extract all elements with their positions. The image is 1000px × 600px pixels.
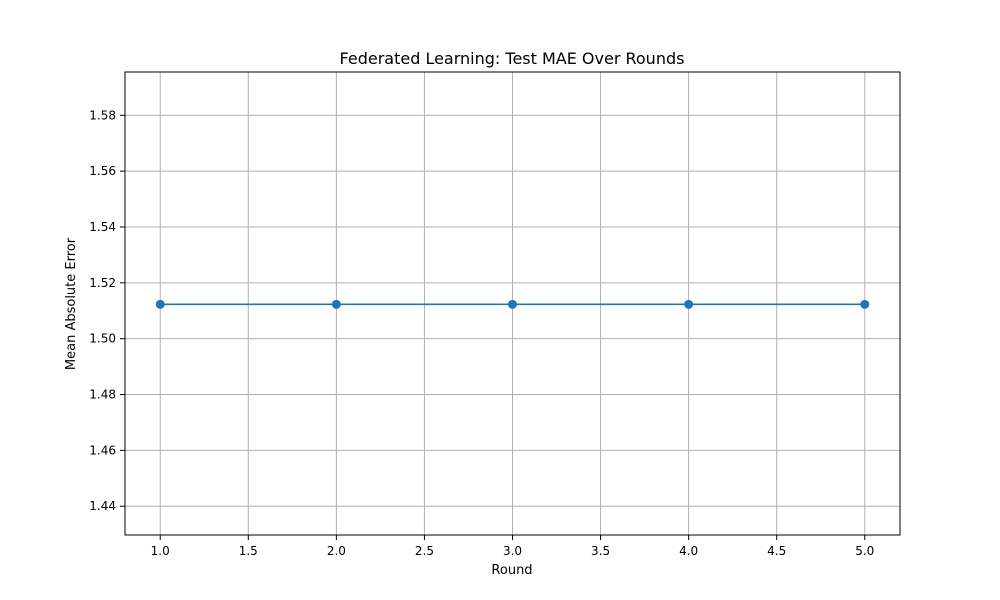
y-tick-label: 1.52 [89,276,116,290]
y-tick-label: 1.44 [89,499,116,513]
x-tick-label: 2.0 [327,544,346,558]
data-point-marker [155,299,165,309]
y-tick-label: 1.46 [89,443,116,457]
grid-lines [125,72,900,535]
y-tick-label: 1.48 [89,388,116,402]
series-layer [155,299,870,309]
x-tick-label: 1.0 [151,544,170,558]
x-tick-label: 1.5 [239,544,258,558]
y-tick-label: 1.56 [89,164,116,178]
y-axis-label: Mean Absolute Error [64,237,79,370]
data-point-marker [508,299,517,309]
data-point-marker [331,299,341,309]
x-axis-label: Round [491,563,532,578]
x-tick-label: 3.5 [591,544,610,558]
y-tick-label: 1.50 [89,332,116,346]
x-tick-label: 3.0 [503,544,522,558]
x-tick-label: 4.5 [767,544,786,558]
x-tick-label: 5.0 [855,544,874,558]
data-point-marker [684,299,694,309]
y-tick-label: 1.54 [89,220,116,234]
x-tick-label: 2.5 [415,544,434,558]
data-point-marker [860,299,870,309]
chart-title: Federated Learning: Test MAE Over Rounds [340,49,685,68]
axis-ticks: 1.0 1.5 2.0 2.5 3.0 3.5 4.0 4.5 5.0 1.44 1.46 1.48 1… [89,108,874,558]
y-tick-label: 1.58 [89,108,116,122]
x-tick-label: 4.0 [679,544,698,558]
